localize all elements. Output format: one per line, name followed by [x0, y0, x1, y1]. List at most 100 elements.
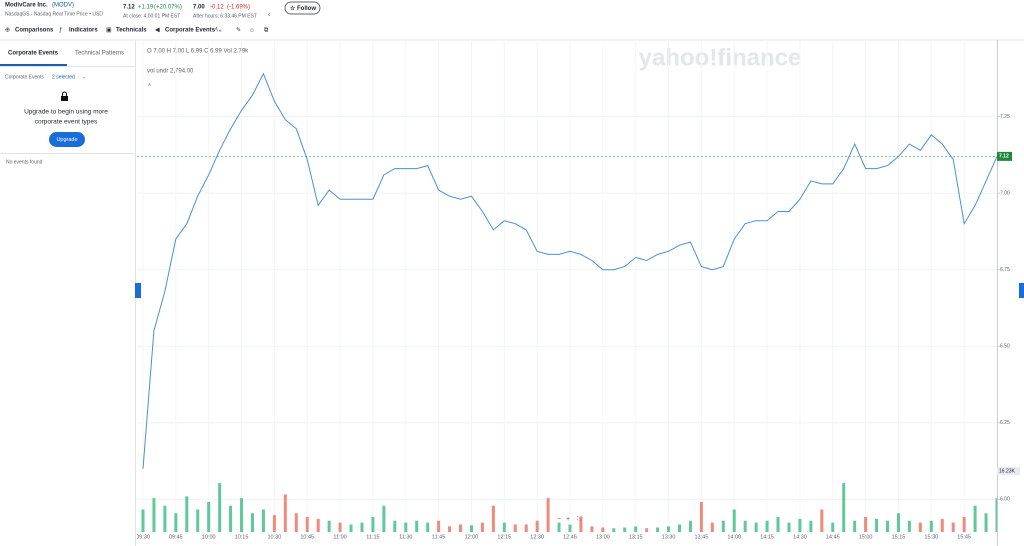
icon: ⌂ [250, 28, 254, 34]
volume-bar [349, 524, 353, 532]
volume-bar [141, 509, 145, 532]
volume-bar [765, 520, 769, 532]
volume-bar [283, 494, 287, 532]
x-tick-label: 10:30 [268, 534, 282, 540]
last-price-label: 7.12 [999, 154, 1009, 160]
follow-button[interactable] [284, 1, 321, 15]
x-tick-label: 13:30 [662, 534, 676, 540]
volume-bar [272, 515, 276, 532]
volume-bar [864, 516, 868, 532]
volume-bar [557, 522, 561, 532]
toolbar-item[interactable]: Indicators [69, 28, 98, 34]
y-tick-label: 6.75 [1000, 267, 1010, 273]
follow-label[interactable]: Follow [297, 6, 316, 12]
change: +1.19 [138, 5, 154, 11]
y-tick-label: 6.00 [1000, 497, 1010, 503]
volume-bar [360, 522, 364, 532]
x-tick-label: 11:30 [399, 534, 412, 540]
volume-bar [579, 516, 583, 532]
x-tick-label: 14:45 [826, 534, 840, 540]
upgrade-button[interactable] [49, 132, 85, 147]
volume-bar [327, 520, 331, 532]
volume-bar [951, 522, 955, 532]
volume-bar [294, 513, 298, 532]
zoom-in[interactable]: + [566, 516, 570, 523]
volume-bar [776, 516, 780, 532]
x-tick-label: 15:45 [957, 534, 971, 540]
x-tick-label: 09:45 [169, 534, 183, 540]
volume-bar [688, 520, 692, 532]
volume-bar [448, 526, 452, 532]
x-tick-label: 11:00 [333, 534, 346, 540]
volume-bar [174, 513, 178, 532]
toolbar-item[interactable]: Comparisons [15, 28, 54, 34]
icon: ◀ [155, 28, 160, 34]
volume-bar [809, 520, 813, 532]
volume-bar [677, 524, 681, 532]
volume-bar [918, 522, 922, 532]
x-tick-label: 12:45 [563, 534, 577, 540]
x-tick-label: 12:15 [497, 534, 511, 540]
y-tick-label: 6.25 [1000, 420, 1010, 426]
volume-bar [250, 513, 254, 532]
volume-bar [459, 524, 463, 532]
volume-bar [831, 522, 835, 532]
chevron: ⌄ [82, 74, 86, 80]
upgrade-text: Upgrade to begin using more [24, 109, 108, 116]
toolbar-item[interactable]: Corporate Events [165, 28, 216, 34]
volume-bar [491, 505, 495, 532]
ah-change-pct: (-1.69%) [227, 5, 250, 11]
tab-active[interactable]: Corporate Events [8, 51, 59, 57]
follow-star: ☆ [290, 5, 296, 12]
volume-bar [962, 516, 966, 532]
fullscreen[interactable]: ⛶ [577, 516, 582, 523]
y-tick-label: 7.25 [1000, 114, 1010, 120]
x-tick-label: 14:15 [760, 534, 774, 540]
volume-bar [656, 527, 660, 532]
volume-bar [546, 498, 550, 532]
volume-bar [152, 498, 156, 532]
exchange: NasdaqGS - Nasdaq Real Time Price • USD [5, 11, 103, 17]
upgrade-label[interactable]: Upgrade [56, 137, 77, 143]
zoom-out[interactable]: − [557, 516, 561, 523]
x-tick-label: 10:00 [202, 534, 216, 540]
tab-underline [0, 64, 67, 66]
volume-bar [305, 516, 309, 532]
ticker: (MODV) [52, 3, 74, 9]
volume-tag [997, 467, 1020, 475]
volume-bar [645, 528, 649, 532]
volume-bar [338, 522, 342, 532]
icon: ⧉ [264, 28, 269, 34]
volume-bar [382, 505, 386, 532]
volume-bar [524, 524, 528, 532]
volume-bar [732, 509, 736, 532]
volume-bar [907, 520, 911, 532]
expand-tab[interactable] [1019, 283, 1024, 298]
tab[interactable]: Technical Patterns [75, 51, 124, 57]
change-pct: (+20.07%) [154, 5, 182, 11]
volume-bar [721, 520, 725, 532]
volume-bar [699, 501, 703, 532]
volume-bar [469, 525, 473, 532]
company: ModivCare Inc. [5, 3, 48, 9]
collapse-tab[interactable] [135, 283, 141, 298]
x-tick-label: 14:30 [793, 534, 807, 540]
watermark: yahoo!finance [639, 44, 802, 71]
volume-bar [185, 496, 189, 532]
volume-bar [393, 520, 397, 532]
toolbar-item[interactable]: Technicals [116, 28, 147, 34]
volume-bar [842, 483, 846, 532]
volume-tag-label: 16.23K [999, 468, 1016, 474]
volume-bar [415, 520, 419, 532]
volume-bar [798, 518, 802, 532]
volume-bar [535, 520, 539, 532]
volume-bar [710, 522, 714, 532]
filter-value[interactable]: 2 selected [52, 74, 75, 80]
volume-bar [743, 520, 747, 532]
volume-bar [875, 518, 879, 532]
toolbar: ⊕ Comparisons ƒ Indicators ▣ Technicals … [5, 27, 269, 34]
volume-bar [240, 498, 244, 532]
collapse-caret[interactable]: ˄ [148, 82, 151, 88]
volume-bar [601, 527, 605, 532]
